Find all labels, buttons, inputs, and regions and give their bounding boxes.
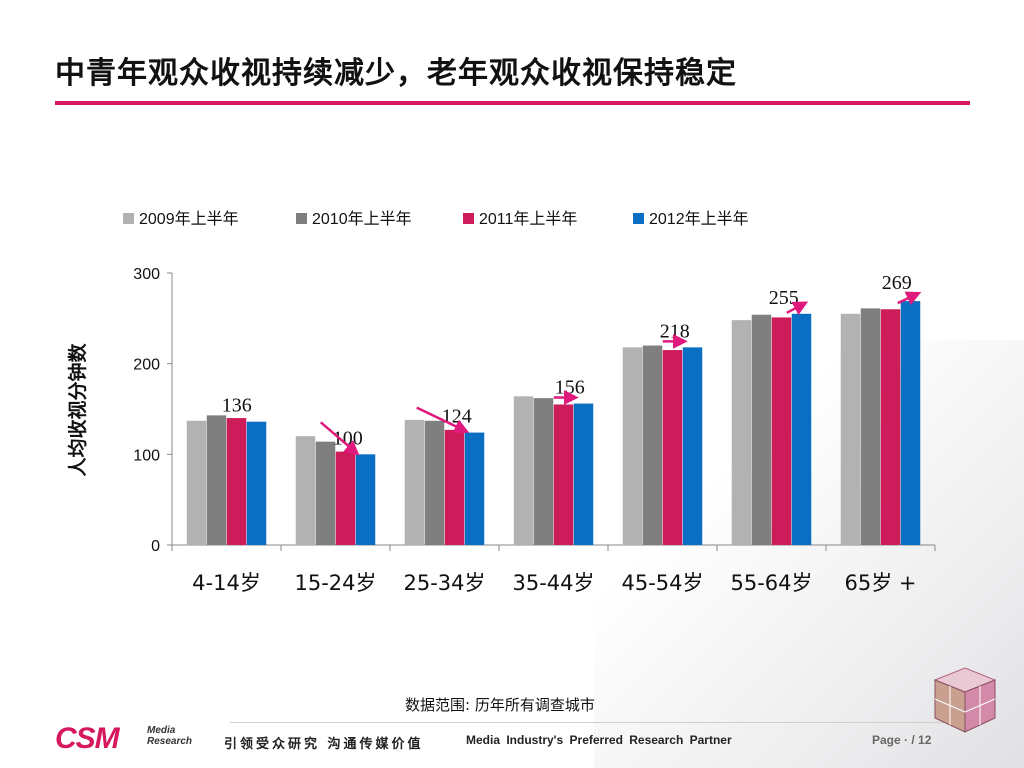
bar-2-2 [444, 429, 465, 545]
x-category-label: 35-44岁 [512, 571, 594, 595]
data-label: 136 [222, 395, 252, 417]
title-rule [55, 101, 970, 105]
slide-title: 中青年观众收视持续减少，老年观众收视保持稳定 [55, 56, 737, 91]
bar-0-1 [295, 436, 316, 545]
legend-label-3: 2012年上半年 [649, 210, 749, 228]
bar-3-6 [900, 301, 921, 545]
bar-1-3 [533, 398, 554, 545]
bar-3-3 [573, 403, 594, 545]
tagline-english: Media Industry's Preferred Research Part… [466, 733, 732, 747]
x-category-label: 65岁 + [845, 571, 917, 595]
legend-label-1: 2010年上半年 [312, 210, 412, 228]
bar-0-4 [622, 347, 643, 545]
legend-swatch-0 [123, 213, 134, 224]
csm-logo: CSM Media Research [55, 722, 192, 756]
bar-0-5 [731, 320, 752, 545]
legend-label-2: 2011年上半年 [479, 210, 577, 228]
data-label: 156 [555, 377, 585, 399]
footer-divider [230, 722, 970, 723]
legend-swatch-1 [296, 213, 307, 224]
legend-swatch-3 [633, 213, 644, 224]
y-tick-label: 300 [133, 266, 160, 283]
bar-2-3 [553, 404, 574, 545]
page-number: Page · / 12 [872, 733, 932, 747]
bar-1-5 [751, 314, 772, 545]
y-axis-label: 人均收视分钟数 [66, 343, 89, 477]
bar-2-6 [880, 309, 901, 545]
photo-cube-icon [933, 667, 997, 733]
logo-subtext: Media Research [147, 725, 192, 747]
data-label: 124 [442, 406, 472, 428]
bar-3-1 [355, 454, 376, 545]
trend-arrow [897, 291, 922, 306]
logo-sub-media: Media [147, 725, 176, 736]
bar-2-5 [771, 317, 792, 545]
bar-2-1 [335, 451, 356, 545]
bar-1-4 [642, 345, 663, 545]
bar-3-5 [791, 313, 812, 545]
data-label: 269 [882, 272, 912, 294]
x-category-label: 25-34岁 [403, 571, 485, 595]
bar-3-0 [246, 421, 267, 545]
y-tick-label: 0 [151, 538, 160, 555]
legend-label-0: 2009年上半年 [139, 210, 239, 228]
trend-arrow [786, 301, 809, 316]
trend-arrow [319, 421, 360, 456]
y-tick-label: 100 [133, 447, 160, 464]
x-category-label: 4-14岁 [192, 571, 261, 595]
trend-arrow [416, 406, 470, 434]
data-label: 218 [660, 320, 690, 342]
bar-1-1 [315, 441, 336, 545]
bar-1-6 [860, 308, 881, 545]
bar-0-3 [513, 396, 534, 545]
bar-3-2 [464, 432, 485, 545]
bar-chart: 0 100 200 300 人均收视分钟数 4-14岁 15-24岁 25-34岁 35-44岁… [66, 210, 936, 595]
bar-0-2 [404, 419, 425, 545]
bar-2-4 [662, 350, 683, 545]
bar-2-0 [226, 418, 247, 545]
y-tick-label: 200 [133, 357, 160, 374]
bar-0-6 [840, 313, 861, 545]
bar-0-0 [186, 420, 207, 545]
logo-text: CSM [55, 722, 120, 755]
x-category-label: 45-54岁 [621, 571, 703, 595]
x-category-label: 15-24岁 [294, 571, 376, 595]
x-category-label: 55-64岁 [730, 571, 812, 595]
bar-1-2 [424, 420, 445, 545]
tagline-chinese: 引领受众研究 沟通传媒价值 [224, 737, 424, 752]
bar-1-0 [206, 415, 227, 545]
data-label: 255 [769, 287, 799, 309]
legend-swatch-2 [463, 213, 474, 224]
logo-sub-research: Research [147, 736, 193, 747]
bar-3-4 [682, 347, 703, 545]
data-scope-note: 数据范围: 历年所有调查城市 [405, 696, 595, 714]
